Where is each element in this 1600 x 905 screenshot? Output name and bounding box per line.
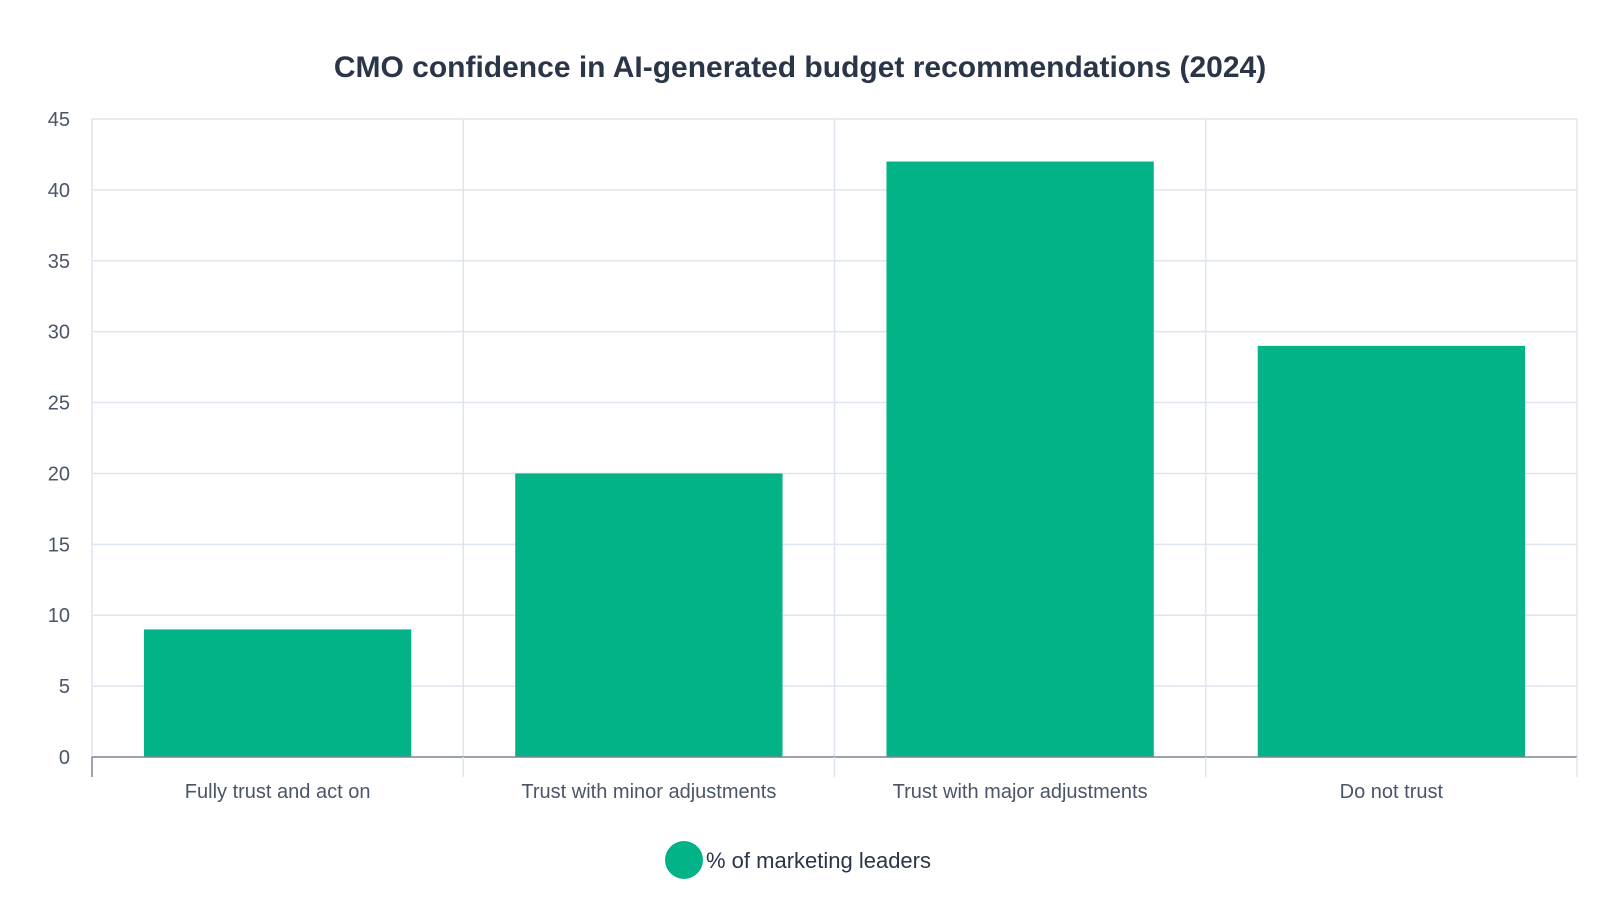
y-tick-label: 5 [59, 676, 70, 698]
bar-do-not-trust [1257, 345, 1526, 757]
x-tick-label: Trust with minor adjustments [521, 781, 776, 803]
x-tick-label: Do not trust [1340, 781, 1444, 803]
gridlines [91, 118, 1578, 757]
y-tick-label: 0 [59, 747, 70, 769]
legend: % of marketing leaders [665, 841, 931, 879]
y-tick-label: 20 [48, 463, 70, 485]
legend-swatch [665, 841, 703, 879]
y-tick-label: 45 [48, 109, 70, 131]
y-tick-label: 35 [48, 251, 70, 273]
bars [143, 161, 1526, 758]
y-tick-label: 25 [48, 393, 70, 415]
bar-trust-with-minor-adjustments [515, 473, 783, 757]
chart-title: CMO confidence in AI-generated budget re… [334, 51, 1266, 84]
y-tick-label: 10 [48, 605, 70, 627]
y-tick-label: 40 [48, 180, 70, 202]
y-tick-label: 15 [48, 534, 70, 556]
x-tick-label: Trust with major adjustments [893, 781, 1148, 803]
legend-label: % of marketing leaders [706, 848, 931, 873]
bar-fully-trust-and-act-on [143, 629, 412, 757]
axes: 0 5 10 15 20 25 30 35 40 45 Fully trust and act on… [48, 109, 1578, 803]
y-tick-label: 30 [48, 322, 70, 344]
bar-trust-with-major-adjustments [886, 161, 1154, 758]
x-tick-label: Fully trust and act on [185, 781, 371, 803]
